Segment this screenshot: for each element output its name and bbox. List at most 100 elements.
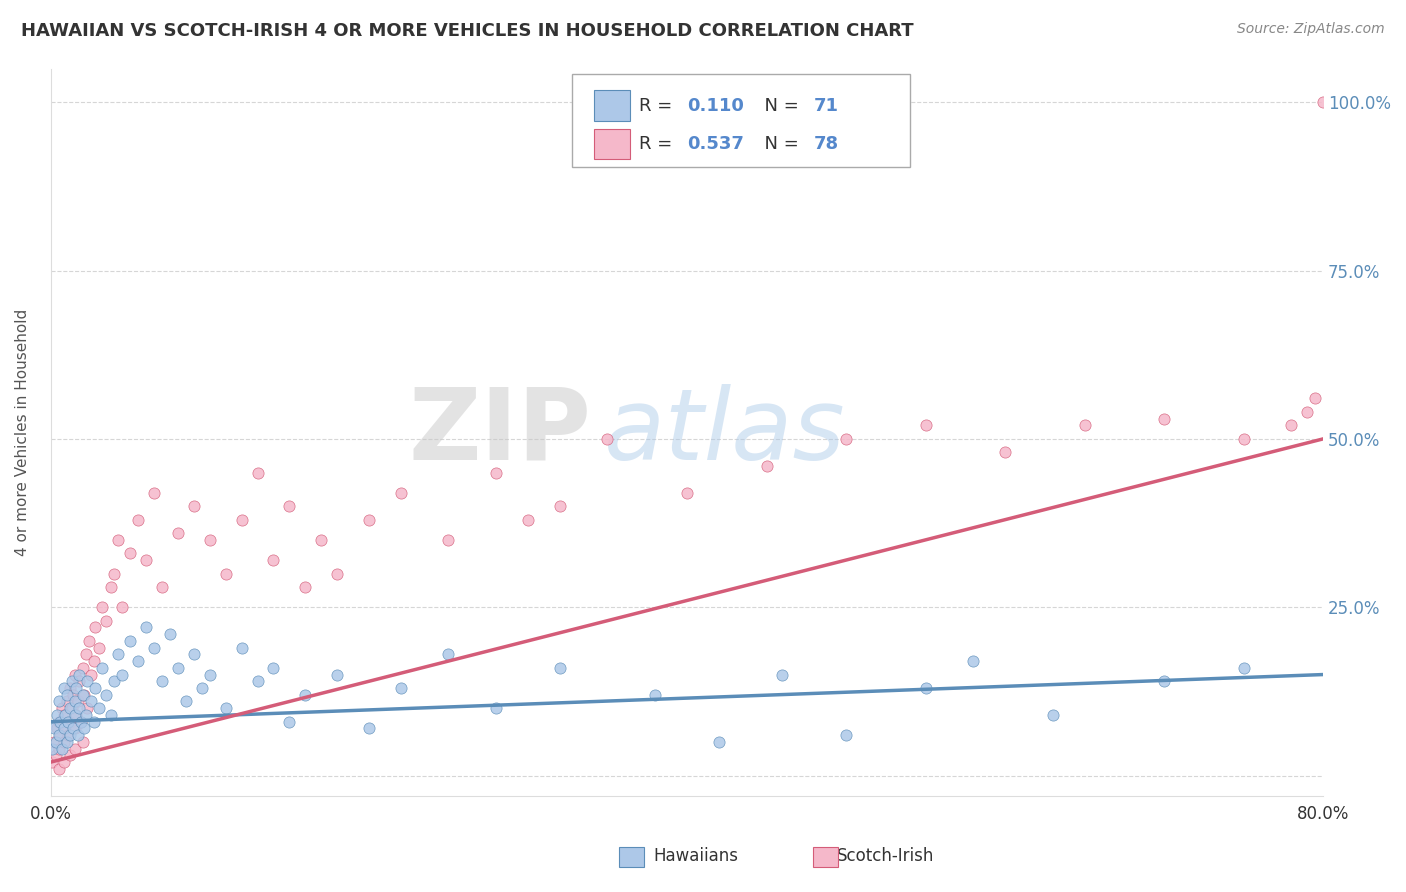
Point (548, 499, 571, 513)
Point (59, 714, 82, 729)
Point (65, 681, 87, 695)
Text: HAWAIIAN VS SCOTCH-IRISH 4 OR MORE VEHICLES IN HOUSEHOLD CORRELATION CHART: HAWAIIAN VS SCOTCH-IRISH 4 OR MORE VEHIC… (21, 22, 914, 40)
Point (231, 640, 253, 655)
Point (111, 600, 134, 615)
Point (326, 566, 349, 581)
Point (1233, 661, 1256, 675)
Point (143, 640, 166, 655)
Point (41, 741, 63, 756)
Point (1042, 708, 1064, 723)
Point (59, 701, 82, 715)
Point (66, 728, 89, 742)
Point (174, 694, 197, 708)
Point (103, 674, 125, 689)
Point (46, 722, 69, 736)
Point (84, 681, 107, 695)
FancyBboxPatch shape (595, 129, 630, 160)
Point (914, 418, 936, 433)
Point (231, 513, 253, 527)
Point (167, 526, 190, 541)
Point (357, 513, 380, 527)
Point (72, 661, 94, 675)
Point (63, 741, 86, 756)
Text: 0.110: 0.110 (688, 96, 744, 114)
Point (485, 701, 508, 715)
Point (73, 688, 96, 702)
Point (278, 499, 301, 513)
Point (294, 688, 316, 702)
Point (48, 714, 70, 729)
Point (45, 735, 67, 749)
Point (55, 688, 77, 702)
Point (707, 735, 730, 749)
Point (45, 748, 67, 763)
Point (90, 600, 112, 615)
Point (75, 648, 97, 662)
Point (389, 485, 412, 500)
Point (1073, 418, 1095, 433)
Point (79, 667, 101, 681)
Point (437, 533, 460, 547)
Point (73, 722, 96, 736)
Point (1296, 405, 1319, 419)
Point (183, 648, 205, 662)
Point (835, 728, 858, 742)
Point (42, 722, 65, 736)
Point (198, 667, 221, 681)
Point (49, 728, 72, 742)
Point (107, 533, 129, 547)
Point (48, 741, 70, 756)
Point (167, 661, 190, 675)
Point (100, 708, 122, 723)
Text: 71: 71 (814, 96, 839, 114)
Point (1303, 392, 1326, 406)
Point (246, 674, 269, 689)
Point (596, 432, 619, 446)
Point (75, 708, 97, 723)
Point (83, 654, 105, 668)
Point (150, 674, 173, 689)
Point (53, 708, 76, 723)
Point (69, 667, 91, 681)
Text: R =: R = (638, 96, 678, 114)
Point (127, 654, 149, 668)
Point (437, 648, 460, 662)
Point (59, 748, 82, 763)
Point (962, 654, 984, 668)
Y-axis label: 4 or more Vehicles in Household: 4 or more Vehicles in Household (15, 309, 30, 556)
Point (516, 513, 538, 527)
Point (135, 553, 157, 567)
Point (53, 722, 76, 736)
Point (263, 553, 285, 567)
Point (644, 688, 666, 702)
Point (198, 533, 221, 547)
Point (100, 580, 122, 594)
Point (191, 681, 214, 695)
Point (52, 722, 75, 736)
Point (60, 674, 83, 689)
Point (70, 714, 93, 729)
Point (79, 694, 101, 708)
Point (70, 714, 93, 729)
Point (69, 701, 91, 715)
Point (59, 728, 82, 742)
Point (52, 708, 75, 723)
Point (48, 762, 70, 776)
Point (41, 755, 63, 769)
Text: atlas: atlas (605, 384, 846, 481)
Point (120, 633, 142, 648)
Point (107, 648, 129, 662)
Point (183, 499, 205, 513)
Point (326, 667, 349, 681)
Point (1153, 674, 1175, 689)
Point (548, 661, 571, 675)
Point (90, 661, 112, 675)
Point (63, 708, 86, 723)
Point (127, 513, 149, 527)
Point (42, 735, 65, 749)
Point (60, 701, 83, 715)
Point (87, 640, 110, 655)
Point (51, 741, 73, 756)
Point (63, 667, 86, 681)
Text: 0.537: 0.537 (688, 136, 744, 153)
